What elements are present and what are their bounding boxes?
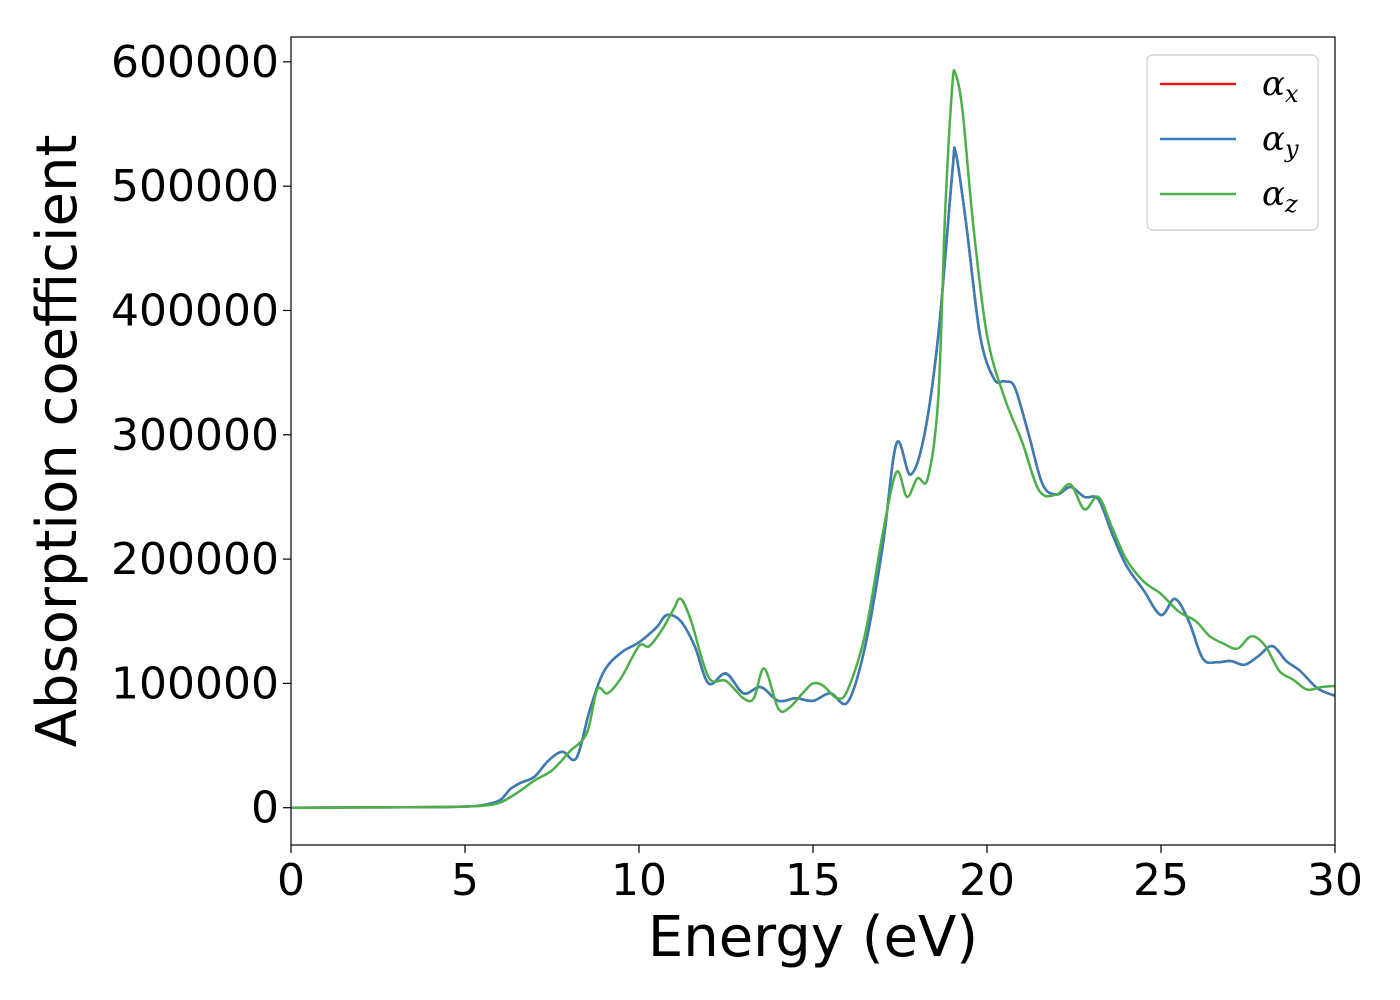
x-tick-label: 25 [1133, 855, 1189, 906]
y-axis-title: Absorption coefficient [25, 135, 90, 748]
x-tick-label: 0 [277, 855, 305, 906]
x-tick-label: 5 [451, 855, 479, 906]
series-line-x [290, 146, 1336, 809]
y-tick-label: 300000 [111, 410, 279, 461]
legend-box [1146, 54, 1319, 231]
y-axis-ticks: 0 100000 200000 300000 400000 500000 600000 [111, 37, 291, 834]
y-tick-label: 0 [251, 783, 279, 834]
legend-label-x: αx [1262, 64, 1299, 108]
y-tick-label: 100000 [111, 658, 279, 709]
series-line-z [290, 69, 1336, 809]
legend: αx αy αz [1146, 54, 1319, 231]
x-tick-label: 10 [611, 855, 667, 906]
y-tick-label: 400000 [111, 285, 279, 336]
y-tick-label: 500000 [111, 161, 279, 212]
legend-label-z: αz [1262, 174, 1298, 218]
y-tick-label: 200000 [111, 534, 279, 585]
x-tick-label: 30 [1307, 855, 1363, 906]
x-axis-ticks: 0 5 10 15 20 25 30 [277, 845, 1363, 906]
x-axis-title: Energy (eV) [648, 905, 978, 970]
x-tick-label: 20 [959, 855, 1015, 906]
y-tick-label: 600000 [111, 37, 279, 88]
legend-label-y: αy [1262, 119, 1299, 163]
series-line-y [290, 146, 1336, 809]
x-tick-label: 15 [785, 855, 841, 906]
series-layer [290, 69, 1336, 809]
